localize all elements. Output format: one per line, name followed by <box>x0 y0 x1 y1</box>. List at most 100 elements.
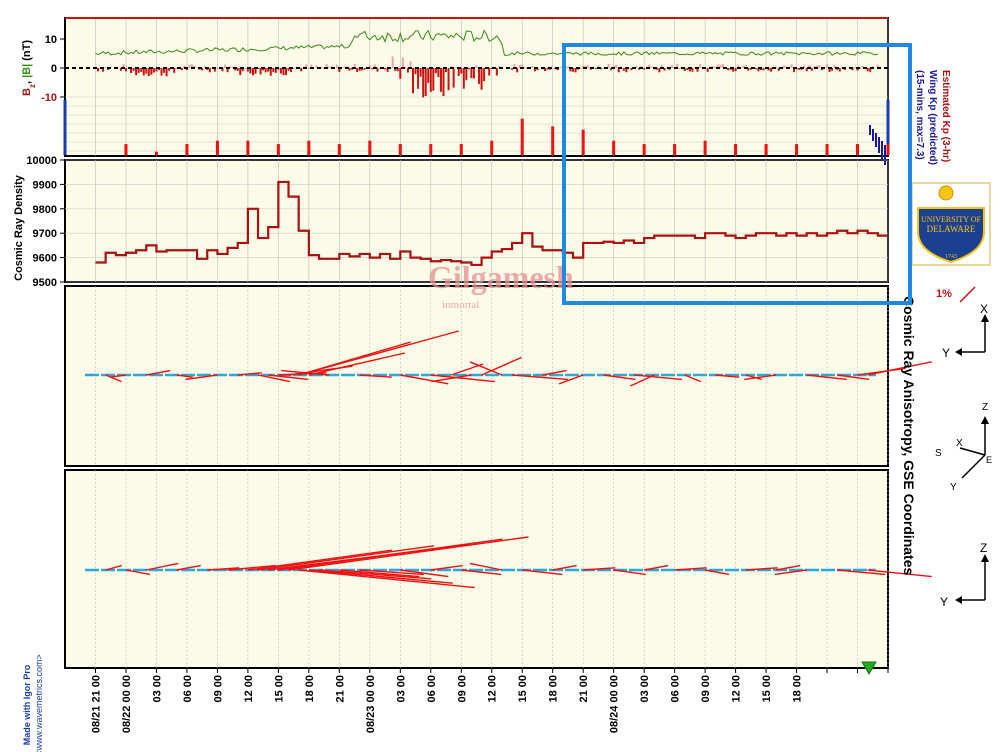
imf-ylabel-z: z <box>28 84 37 88</box>
kp-bar <box>185 144 189 155</box>
density-ytick-label: 9800 <box>33 204 57 216</box>
logo-year: 1743 <box>945 254 957 260</box>
kp-bar <box>734 144 738 155</box>
anisotropy-xy-vector <box>450 363 484 376</box>
credit-line2: <www.wavemetrics.com> <box>34 654 44 752</box>
anisotropy-xy-vector <box>268 374 309 381</box>
x-tick-label: 03 00 <box>151 675 163 703</box>
anisotropy-yz-vector <box>146 562 179 571</box>
axis3d-e-label: E <box>986 455 992 465</box>
x-tick-label: 15 00 <box>517 675 529 703</box>
anisotropy-yz-vector <box>227 564 276 571</box>
panel-imf <box>64 17 889 157</box>
gse-3d-axes-legend: Z X S E Y <box>935 402 992 493</box>
x-tick-label: 06 00 <box>182 675 194 703</box>
x-tick-label: 18 00 <box>304 675 316 703</box>
x-tick-label: 12 00 <box>731 675 743 703</box>
kp-bar <box>551 126 555 155</box>
anisotropy-xy-vector <box>237 372 262 376</box>
x-tick-label: 03 00 <box>639 675 651 703</box>
x-tick-label: 21 00 <box>578 675 590 703</box>
anisotropy-xy-vector <box>837 374 870 381</box>
x-tick-label: 08/23 00 00 <box>365 675 377 733</box>
kp-bar <box>276 144 280 155</box>
x-tick-label: 12 00 <box>243 675 255 703</box>
axis3d-z-label: Z <box>982 402 988 413</box>
kp-bar <box>612 140 616 155</box>
kp-bar <box>825 144 829 155</box>
imf-series: 10 0 -10 <box>41 17 890 155</box>
kp-est-label: Estimated Kp (3-hr) <box>940 70 951 162</box>
anisotropy-xy-vector <box>185 374 218 381</box>
logo-line2: DELAWARE <box>927 224 976 234</box>
watermark: Gilgamesh inmortal <box>428 259 574 311</box>
kp-bars <box>124 118 890 165</box>
anisotropy-yz-vectors <box>85 536 932 589</box>
kp-bar <box>124 144 128 155</box>
axis3d-x-label: X <box>956 438 963 449</box>
wing-kp-bar <box>884 145 886 165</box>
anisotropy-yz-vector <box>359 569 424 576</box>
anisotropy-xy-vector <box>684 374 702 383</box>
anisotropy-yz-vector <box>867 569 932 578</box>
density-ylabel: Cosmic Ray Density <box>13 174 25 281</box>
x-tick-label: 09 00 <box>700 675 712 703</box>
wing-kp-bar <box>881 141 883 159</box>
kp-bar <box>581 129 585 155</box>
anisotropy-xy-vector <box>308 352 406 376</box>
anisotropy-yz-vector <box>776 564 801 571</box>
kp-bar <box>154 151 158 155</box>
anisotropy-yz-vector <box>613 569 646 576</box>
density-ytick-label: 10000 <box>26 155 57 167</box>
anisotropy-xy-vector <box>105 374 122 383</box>
kp-bar <box>398 144 402 155</box>
highlight-box <box>562 43 912 305</box>
anisotropy-yz-vector <box>308 569 453 584</box>
anisotropy-yz-vector <box>430 564 463 571</box>
anisotropy-yz-vector <box>461 569 502 576</box>
density-ytick-label: 9900 <box>33 179 57 191</box>
imf-ylabel-unit: (nT) <box>21 40 33 64</box>
x-tick-label: 08/22 00 00 <box>121 675 133 733</box>
watermark-subtitle: inmortal <box>442 299 479 311</box>
anisotropy-xy-vector <box>745 374 762 381</box>
anisotropy-xy-vector <box>867 361 932 376</box>
anisotropy-yz-vector <box>745 567 778 571</box>
absb-line <box>95 29 879 56</box>
kp-bar <box>429 144 433 155</box>
logo-line1: UNIVERSITY OF <box>921 215 981 224</box>
panel-density <box>64 159 889 283</box>
anisotropy-xy-vector <box>542 369 567 376</box>
imf-ytick-label: -10 <box>41 92 57 104</box>
kp-bar <box>520 118 524 155</box>
axis-x-label: X <box>980 302 988 316</box>
anisotropy-yz-vector <box>583 567 616 571</box>
anisotropy-xy-vector <box>633 374 683 381</box>
x-axis-labels: 08/21 21 00 08/22 00 00 03 00 06 00 09 00 12 … <box>90 675 803 733</box>
anisotropy-xy-vector <box>146 369 171 376</box>
wing-kp-bar <box>875 133 877 147</box>
kp-bar <box>368 140 372 155</box>
x-tick-label: 09 00 <box>212 675 224 703</box>
axis2-y-label: Y <box>940 595 948 609</box>
imf-ylabel: Bz, |B| (nT) <box>21 40 37 96</box>
x-tick-label: 12 00 <box>487 675 499 703</box>
x-tick-label: 09 00 <box>456 675 468 703</box>
x-tick-label: 18 00 <box>548 675 560 703</box>
anisotropy-xy-vector <box>109 374 127 378</box>
axis2-z-label: Z <box>980 541 987 555</box>
anisotropy-yz-vector <box>552 564 577 571</box>
anisotropy-yz-vector <box>469 562 503 571</box>
credit-line1: Made with Igor Pro <box>22 664 32 745</box>
scale-label: 1% <box>936 288 952 300</box>
anisotropy-xy-vector <box>281 369 330 376</box>
density-line: 10000 9900 9800 9700 9600 9500 <box>26 155 888 289</box>
density-ytick-label: 9500 <box>33 277 57 289</box>
kp-bar <box>795 144 799 155</box>
kp-bar <box>215 140 219 155</box>
kp-bar <box>337 144 341 155</box>
kp-bar <box>764 144 768 155</box>
anisotropy-yz-vector <box>298 569 475 589</box>
axis3d-y-label: Y <box>950 482 957 493</box>
